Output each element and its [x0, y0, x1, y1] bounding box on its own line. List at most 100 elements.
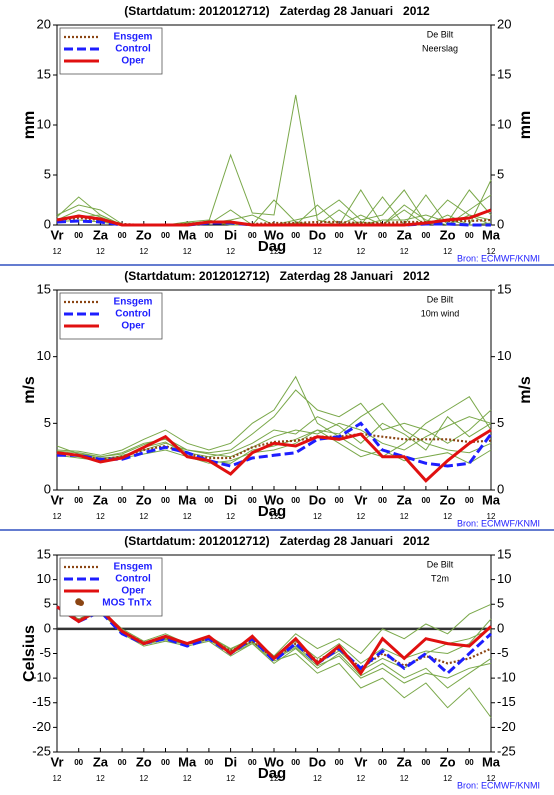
x-tick-label: Vr [354, 492, 367, 507]
hour-label: 12 [313, 774, 322, 783]
y-tick-label-right: 0 [497, 481, 504, 496]
y-tick-label-right: 5 [497, 166, 504, 181]
y-tick-label-right: 5 [497, 596, 504, 611]
x-tick-label: Wo [264, 492, 284, 507]
source: Bron: ECMWF/KNMI [457, 780, 540, 790]
x-tick-label: 00 [248, 758, 257, 767]
y-tick-label: 15 [37, 66, 51, 81]
x-tick-label: Ma [178, 754, 197, 769]
y-axis-label: mm [21, 111, 38, 139]
y-tick-label: 5 [44, 415, 51, 430]
y-tick-label: -10 [32, 670, 51, 685]
y-tick-label-right: -10 [497, 670, 516, 685]
x-tick-label: 00 [465, 758, 474, 767]
hour-label: 12 [356, 512, 365, 521]
y-tick-label-right: 0 [497, 620, 504, 635]
hour-label: 12 [400, 247, 409, 256]
x-tick-label: 00 [421, 496, 430, 505]
x-tick-label: Di [224, 492, 237, 507]
source: Bron: ECMWF/KNMI [457, 253, 540, 263]
y-tick-label: -25 [32, 743, 51, 758]
hour-label: 12 [356, 247, 365, 256]
x-tick-label: 00 [161, 231, 170, 240]
x-tick-label: 00 [248, 496, 257, 505]
hour-label: 12 [356, 774, 365, 783]
hour-label: 12 [226, 774, 235, 783]
y-tick-label: -20 [32, 719, 51, 734]
hour-label: 12 [96, 774, 105, 783]
y-tick-label-right: -5 [497, 645, 509, 660]
x-tick-label: 00 [378, 231, 387, 240]
x-tick-label: Vr [354, 227, 367, 242]
x-tick-label: 00 [204, 758, 213, 767]
variable: 10m wind [421, 308, 460, 318]
y-tick-label-right: -25 [497, 743, 516, 758]
legend-label: Oper [121, 586, 144, 597]
x-tick-label: 00 [204, 231, 213, 240]
x-tick-label: Zo [136, 754, 152, 769]
y-tick-label: 10 [37, 348, 51, 363]
x-tick-label: 00 [378, 496, 387, 505]
x-tick-label: 00 [335, 758, 344, 767]
x-tick-label: 00 [118, 231, 127, 240]
x-tick-label: Za [397, 492, 413, 507]
series-line [56, 428, 492, 483]
legend-box [59, 27, 163, 75]
y-tick-label-right: -15 [497, 694, 516, 709]
legend-label: Oper [121, 321, 144, 332]
y-tick-label: 0 [44, 620, 51, 635]
hour-label: 12 [270, 247, 279, 256]
y-tick-label-right: 15 [497, 66, 511, 81]
y-tick-label-right: -20 [497, 719, 516, 734]
ensemble-member [56, 606, 492, 689]
y-tick-label: 15 [37, 546, 51, 561]
location: De Bilt [427, 29, 454, 39]
x-tick-label: Vr [50, 492, 63, 507]
x-tick-label: Ma [482, 492, 501, 507]
x-tick-label: Do [309, 492, 326, 507]
y-tick-label: 15 [37, 281, 51, 296]
panel-title: (Startdatum: 2012012712) Zaterdag 28 Jan… [124, 269, 430, 283]
y-tick-label-right: 15 [497, 546, 511, 561]
hour-label: 12 [443, 774, 452, 783]
hour-label: 12 [96, 512, 105, 521]
legend-box [59, 292, 163, 340]
legend-label: Control [115, 574, 151, 585]
hour-label: 12 [270, 512, 279, 521]
hour-label: 12 [183, 774, 192, 783]
legend-label: Ensgem [114, 562, 153, 573]
x-tick-label: Ma [178, 492, 197, 507]
y-tick-label: 20 [37, 16, 51, 31]
x-tick-label: Za [93, 754, 109, 769]
panel-title: (Startdatum: 2012012712) Zaterdag 28 Jan… [124, 4, 430, 18]
hour-label: 12 [139, 512, 148, 521]
x-tick-label: 00 [335, 496, 344, 505]
hour-label: 12 [313, 512, 322, 521]
series-line [57, 421, 493, 468]
x-tick-label: Do [309, 227, 326, 242]
hour-label: 12 [53, 774, 62, 783]
y-tick-label: 0 [44, 216, 51, 231]
legend-label: Control [115, 44, 151, 55]
location: De Bilt [427, 294, 454, 304]
source: Bron: ECMWF/KNMI [457, 518, 540, 528]
x-tick-label: Zo [440, 754, 456, 769]
hour-label: 12 [53, 247, 62, 256]
y-tick-label-right: 5 [497, 415, 504, 430]
mos-point [75, 598, 83, 606]
x-tick-label: Vr [50, 227, 63, 242]
x-tick-label: Za [93, 227, 109, 242]
series-line [56, 208, 492, 227]
hour-label: 12 [139, 247, 148, 256]
y-tick-label-right: 10 [497, 116, 511, 131]
x-tick-label: 00 [248, 231, 257, 240]
x-tick-label: 00 [118, 496, 127, 505]
legend-label: MOS TnTx [102, 598, 152, 609]
ensemble-member [56, 375, 492, 458]
y-tick-label: -15 [32, 694, 51, 709]
y-tick-label: 5 [44, 166, 51, 181]
x-tick-label: 00 [378, 758, 387, 767]
hour-label: 12 [443, 512, 452, 521]
